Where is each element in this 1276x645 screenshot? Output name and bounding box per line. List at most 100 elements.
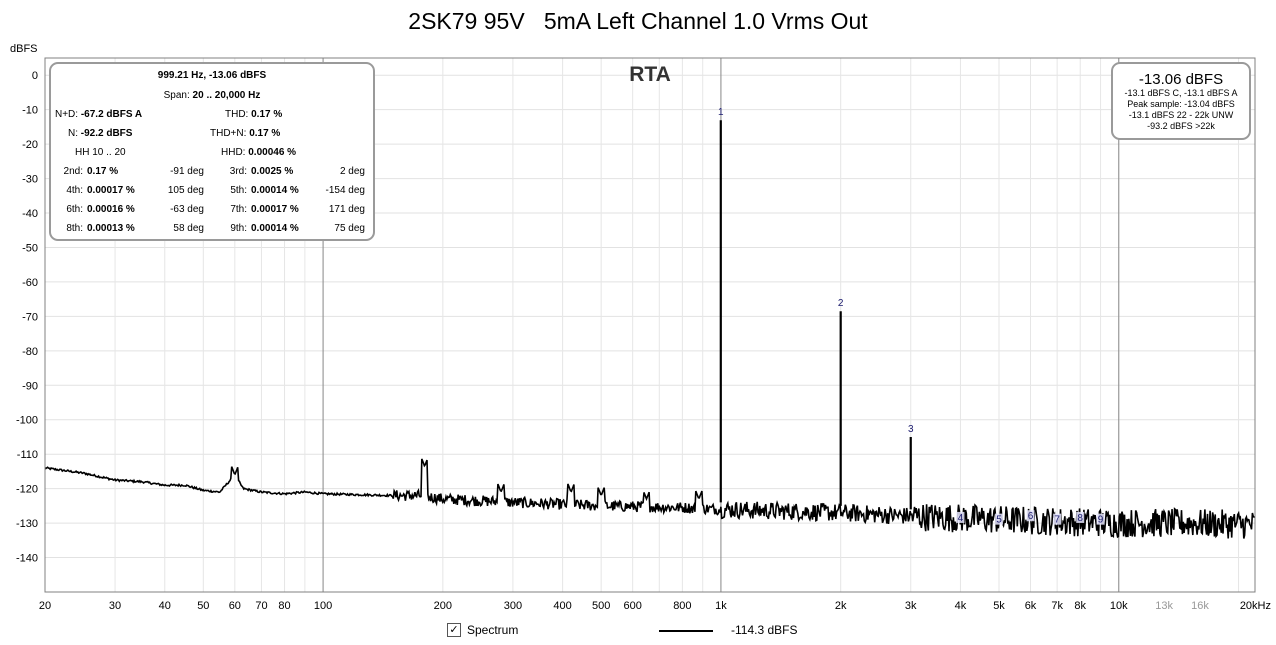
thdn-readout: THD+N: 0.17 % (210, 128, 281, 139)
x-tick-label: 80 (278, 600, 290, 612)
x-tick-label: 70 (255, 600, 267, 612)
y-tick-label: -40 (22, 208, 38, 220)
harmonic-label-bg (1053, 513, 1062, 525)
x-tick-label: 20 (39, 600, 51, 612)
harmonic-phase: -63 deg (170, 204, 204, 215)
x-tick-label: 16k (1191, 600, 1209, 612)
y-tick-label: -30 (22, 174, 38, 186)
legend-value: -114.3 dBFS (731, 623, 798, 637)
legend-line-swatch (659, 630, 713, 632)
y-tick-label: -20 (22, 139, 38, 151)
x-tick-label: 50 (197, 600, 209, 612)
harmonic-label: 5 (996, 515, 1002, 526)
noise-floor-trace (44, 458, 1256, 539)
x-tick-label: 4k (955, 600, 967, 612)
x-tick-label: 40 (159, 600, 171, 612)
unweighted-level-line: -13.1 dBFS 22 - 22k UNW (1128, 110, 1234, 120)
spectrum-trace (44, 458, 1256, 539)
x-tick-label: 10k (1110, 600, 1128, 612)
harmonic-phase: 171 deg (328, 204, 365, 215)
hhd-readout: HHD: 0.00046 % (221, 147, 297, 158)
y-tick-label: -130 (16, 518, 38, 530)
x-tick-label: 300 (504, 600, 522, 612)
x-tick-label: 500 (592, 600, 610, 612)
x-tick-label: 13k (1155, 600, 1173, 612)
y-axis: 0 -10 -20 -30 -40 -50 -60 -70 -80 -90 -100 -110 -120… (16, 70, 38, 564)
harmonic-label: 6th: (66, 204, 83, 215)
x-tick-label: 400 (553, 600, 571, 612)
x-tick-label: 6k (1025, 600, 1037, 612)
y-tick-label: -110 (17, 449, 38, 461)
weighted-level-line: -13.1 dBFS C, -13.1 dBFS A (1124, 88, 1238, 98)
harmonic-value: 0.00014 % (251, 185, 299, 196)
y-tick-label: 0 (32, 70, 38, 82)
level-panel: -13.06 dBFS -13.1 dBFS C, -13.1 dBFS A P… (1111, 62, 1251, 140)
harmonic-phase: 2 deg (339, 166, 365, 177)
x-tick-label: 200 (434, 600, 452, 612)
x-tick-label: 30 (109, 600, 121, 612)
harmonic-label-bg (995, 513, 1004, 525)
harmonic-phase: -91 deg (170, 166, 204, 177)
rta-label: RTA (629, 63, 671, 86)
x-tick-label: 600 (623, 600, 641, 612)
harmonic-value: 0.0025 % (251, 166, 294, 177)
spectrum-label[interactable]: Spectrum (467, 623, 519, 637)
harmonic-label: 8 (1077, 513, 1083, 524)
harmonic-value: 0.00016 % (87, 204, 135, 215)
y-tick-label: -70 (22, 311, 38, 323)
thd-readout: THD: 0.17 % (225, 109, 283, 120)
y-tick-label: -10 (22, 105, 38, 117)
harmonic-label-bg (1076, 511, 1085, 523)
x-tick-label: 2k (835, 600, 847, 612)
x-tick-label: 5k (993, 600, 1005, 612)
out-of-band-line: -93.2 dBFS >22k (1147, 121, 1215, 131)
harmonic-phase: 75 deg (334, 223, 365, 234)
noise-readout: N: -92.2 dBFS (68, 128, 133, 139)
spectrum-checkbox[interactable]: ✓ (447, 623, 461, 637)
harmonic-label: 2nd: (63, 166, 83, 177)
harmonic-label-bg (1026, 510, 1035, 522)
y-axis-label: dBFS (10, 43, 38, 55)
harmonic-value: 0.00014 % (251, 223, 299, 234)
y-tick-label: -60 (22, 277, 38, 289)
harmonic-phase: -154 deg (325, 185, 365, 196)
span-readout: Span: 20 .. 20,000 Hz (163, 90, 261, 101)
y-tick-label: -50 (22, 242, 38, 254)
peak-sample-line: Peak sample: -13.04 dBFS (1127, 99, 1235, 109)
harmonic-label: 9 (1098, 515, 1104, 526)
x-tick-label: 8k (1074, 600, 1086, 612)
y-tick-label: -140 (16, 553, 38, 565)
y-tick-label: -120 (16, 484, 38, 496)
harmonic-phase: 105 deg (167, 185, 204, 196)
harmonic-label: 5th: (230, 185, 247, 196)
hh-range-label: HH 10 .. 20 (75, 147, 126, 158)
harmonic-label: 7th: (230, 204, 247, 215)
harmonic-label: 9th: (230, 223, 247, 234)
harmonic-label: 2 (838, 298, 844, 309)
x-tick-label: 100 (314, 600, 332, 612)
harmonic-label-bg (956, 511, 965, 523)
y-tick-label: -80 (22, 346, 38, 358)
fundamental-readout: 999.21 Hz, -13.06 dBFS (157, 70, 267, 81)
harmonic-value: 0.00017 % (87, 185, 135, 196)
y-tick-label: -90 (22, 380, 38, 392)
harmonic-label-bg (1096, 513, 1105, 525)
harmonic-value: 0.00013 % (87, 223, 135, 234)
harmonic-label: 1 (718, 107, 724, 118)
level-readout: -13.06 dBFS (1138, 71, 1224, 88)
y-tick-label: -100 (16, 415, 38, 427)
x-tick-label: 7k (1051, 600, 1063, 612)
plot-frame (44, 57, 1256, 593)
harmonic-markers: 1 2 3 4 5 6 7 8 9 (718, 107, 1105, 526)
harmonic-value: 0.17 % (87, 166, 119, 177)
legend: ✓ Spectrum -114.3 dBFS (0, 621, 1276, 641)
harmonic-label: 6 (1028, 511, 1034, 522)
x-tick-label: 1k (715, 600, 727, 612)
distortion-panel: 999.21 Hz, -13.06 dBFS Span: 20 .. 20,00… (49, 62, 375, 241)
harmonic-label: 3 (908, 424, 914, 435)
x-tick-label: 60 (229, 600, 241, 612)
chart-title: 2SK79 95V 5mA Left Channel 1.0 Vrms Out (408, 8, 868, 34)
harmonic-label: 7 (1054, 515, 1060, 526)
harmonic-label: 4th: (66, 185, 83, 196)
